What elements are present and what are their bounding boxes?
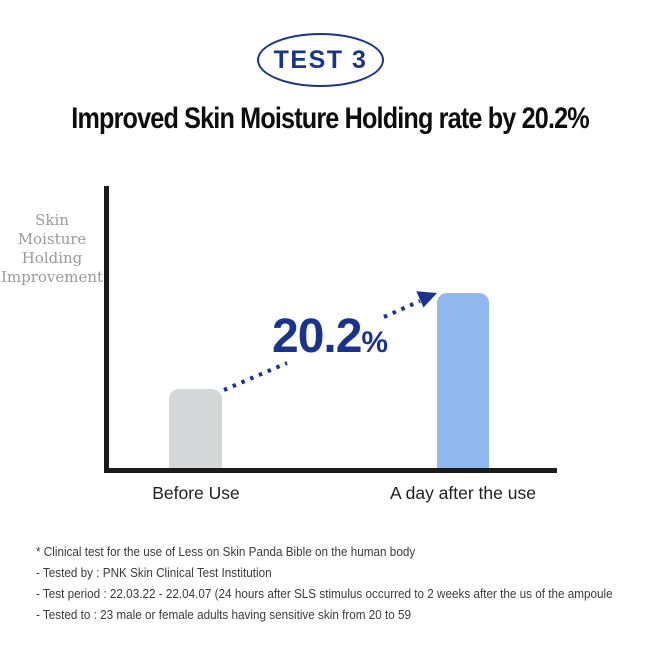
footnote-line: - Test period : 22.03.22 - 22.04.07 (24 … bbox=[36, 586, 613, 601]
test-number-badge: TEST 3 bbox=[257, 33, 384, 87]
rate-percent-sign: % bbox=[361, 326, 389, 359]
y-axis bbox=[104, 186, 109, 473]
increase-rate-label: 20.2% bbox=[272, 313, 388, 361]
rate-value: 20.2 bbox=[272, 310, 362, 363]
title-area: Improved Skin Moisture Holding rate by 2… bbox=[0, 102, 661, 136]
bar-before-use bbox=[169, 389, 222, 468]
category-label-after-use: A day after the use bbox=[390, 483, 536, 503]
footnote-line: * Clinical test for the use of Less on S… bbox=[36, 544, 416, 559]
x-axis bbox=[104, 468, 557, 473]
page-title: Improved Skin Moisture Holding rate by 2… bbox=[71, 102, 590, 135]
test-number-label: TEST 3 bbox=[273, 45, 368, 74]
dotted-increase-arrow-icon bbox=[223, 291, 437, 392]
category-label-before-use: Before Use bbox=[152, 483, 240, 503]
footnotes: * Clinical test for the use of Less on S… bbox=[36, 541, 648, 625]
footnote-line: - Tested by : PNK Skin Clinical Test Ins… bbox=[36, 565, 272, 580]
y-axis-label: Skin Moisture Holding Improvement bbox=[0, 211, 104, 286]
footnote-line: - Tested to : 23 male or female adults h… bbox=[36, 607, 412, 622]
bar-after-use bbox=[437, 293, 489, 468]
